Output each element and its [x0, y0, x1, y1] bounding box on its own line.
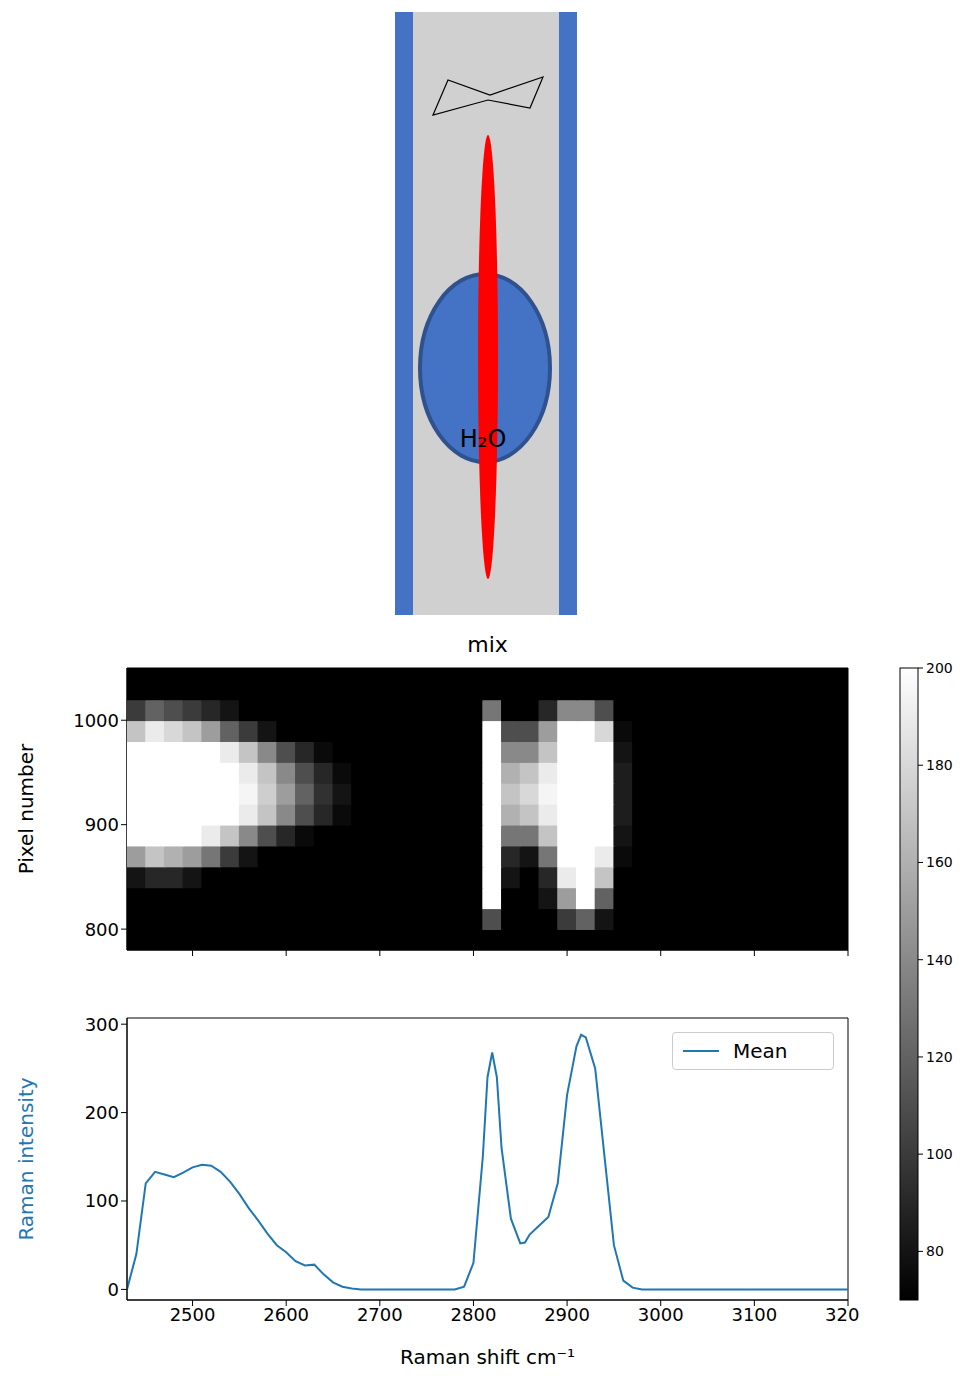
svg-text:3200: 3200 — [825, 1304, 860, 1325]
svg-text:160: 160 — [926, 854, 953, 870]
html-text:Mean: Mean — [733, 1039, 788, 1063]
svg-text:Pixel number: Pixel number — [14, 743, 38, 874]
svg-text:900: 900 — [85, 814, 119, 835]
svg-text:200: 200 — [85, 1102, 119, 1123]
svg-text:200: 200 — [926, 660, 953, 676]
svg-text:3000: 3000 — [638, 1304, 684, 1325]
svg-text:0: 0 — [108, 1279, 119, 1300]
svg-text:300: 300 — [85, 1014, 119, 1035]
svg-text:2800: 2800 — [451, 1304, 497, 1325]
svg-text:2900: 2900 — [544, 1304, 590, 1325]
svg-text:3100: 3100 — [731, 1304, 777, 1325]
svg-text:H₂O: H₂O — [460, 425, 507, 453]
svg-text:140: 140 — [926, 952, 953, 968]
svg-text:800: 800 — [85, 919, 119, 940]
svg-text:Raman shift cm⁻¹: Raman shift cm⁻¹ — [400, 1345, 575, 1369]
svg-text:180: 180 — [926, 757, 953, 773]
svg-text:80: 80 — [926, 1243, 944, 1259]
svg-text:2600: 2600 — [263, 1304, 309, 1325]
svg-text:100: 100 — [85, 1190, 119, 1211]
svg-text:2700: 2700 — [357, 1304, 403, 1325]
svg-text:2500: 2500 — [170, 1304, 216, 1325]
svg-text:120: 120 — [926, 1049, 953, 1065]
html-text:mix: mix — [467, 632, 508, 657]
svg-text:100: 100 — [926, 1146, 953, 1162]
svg-text:1000: 1000 — [73, 710, 119, 731]
svg-text:Raman intensity: Raman intensity — [14, 1077, 38, 1240]
